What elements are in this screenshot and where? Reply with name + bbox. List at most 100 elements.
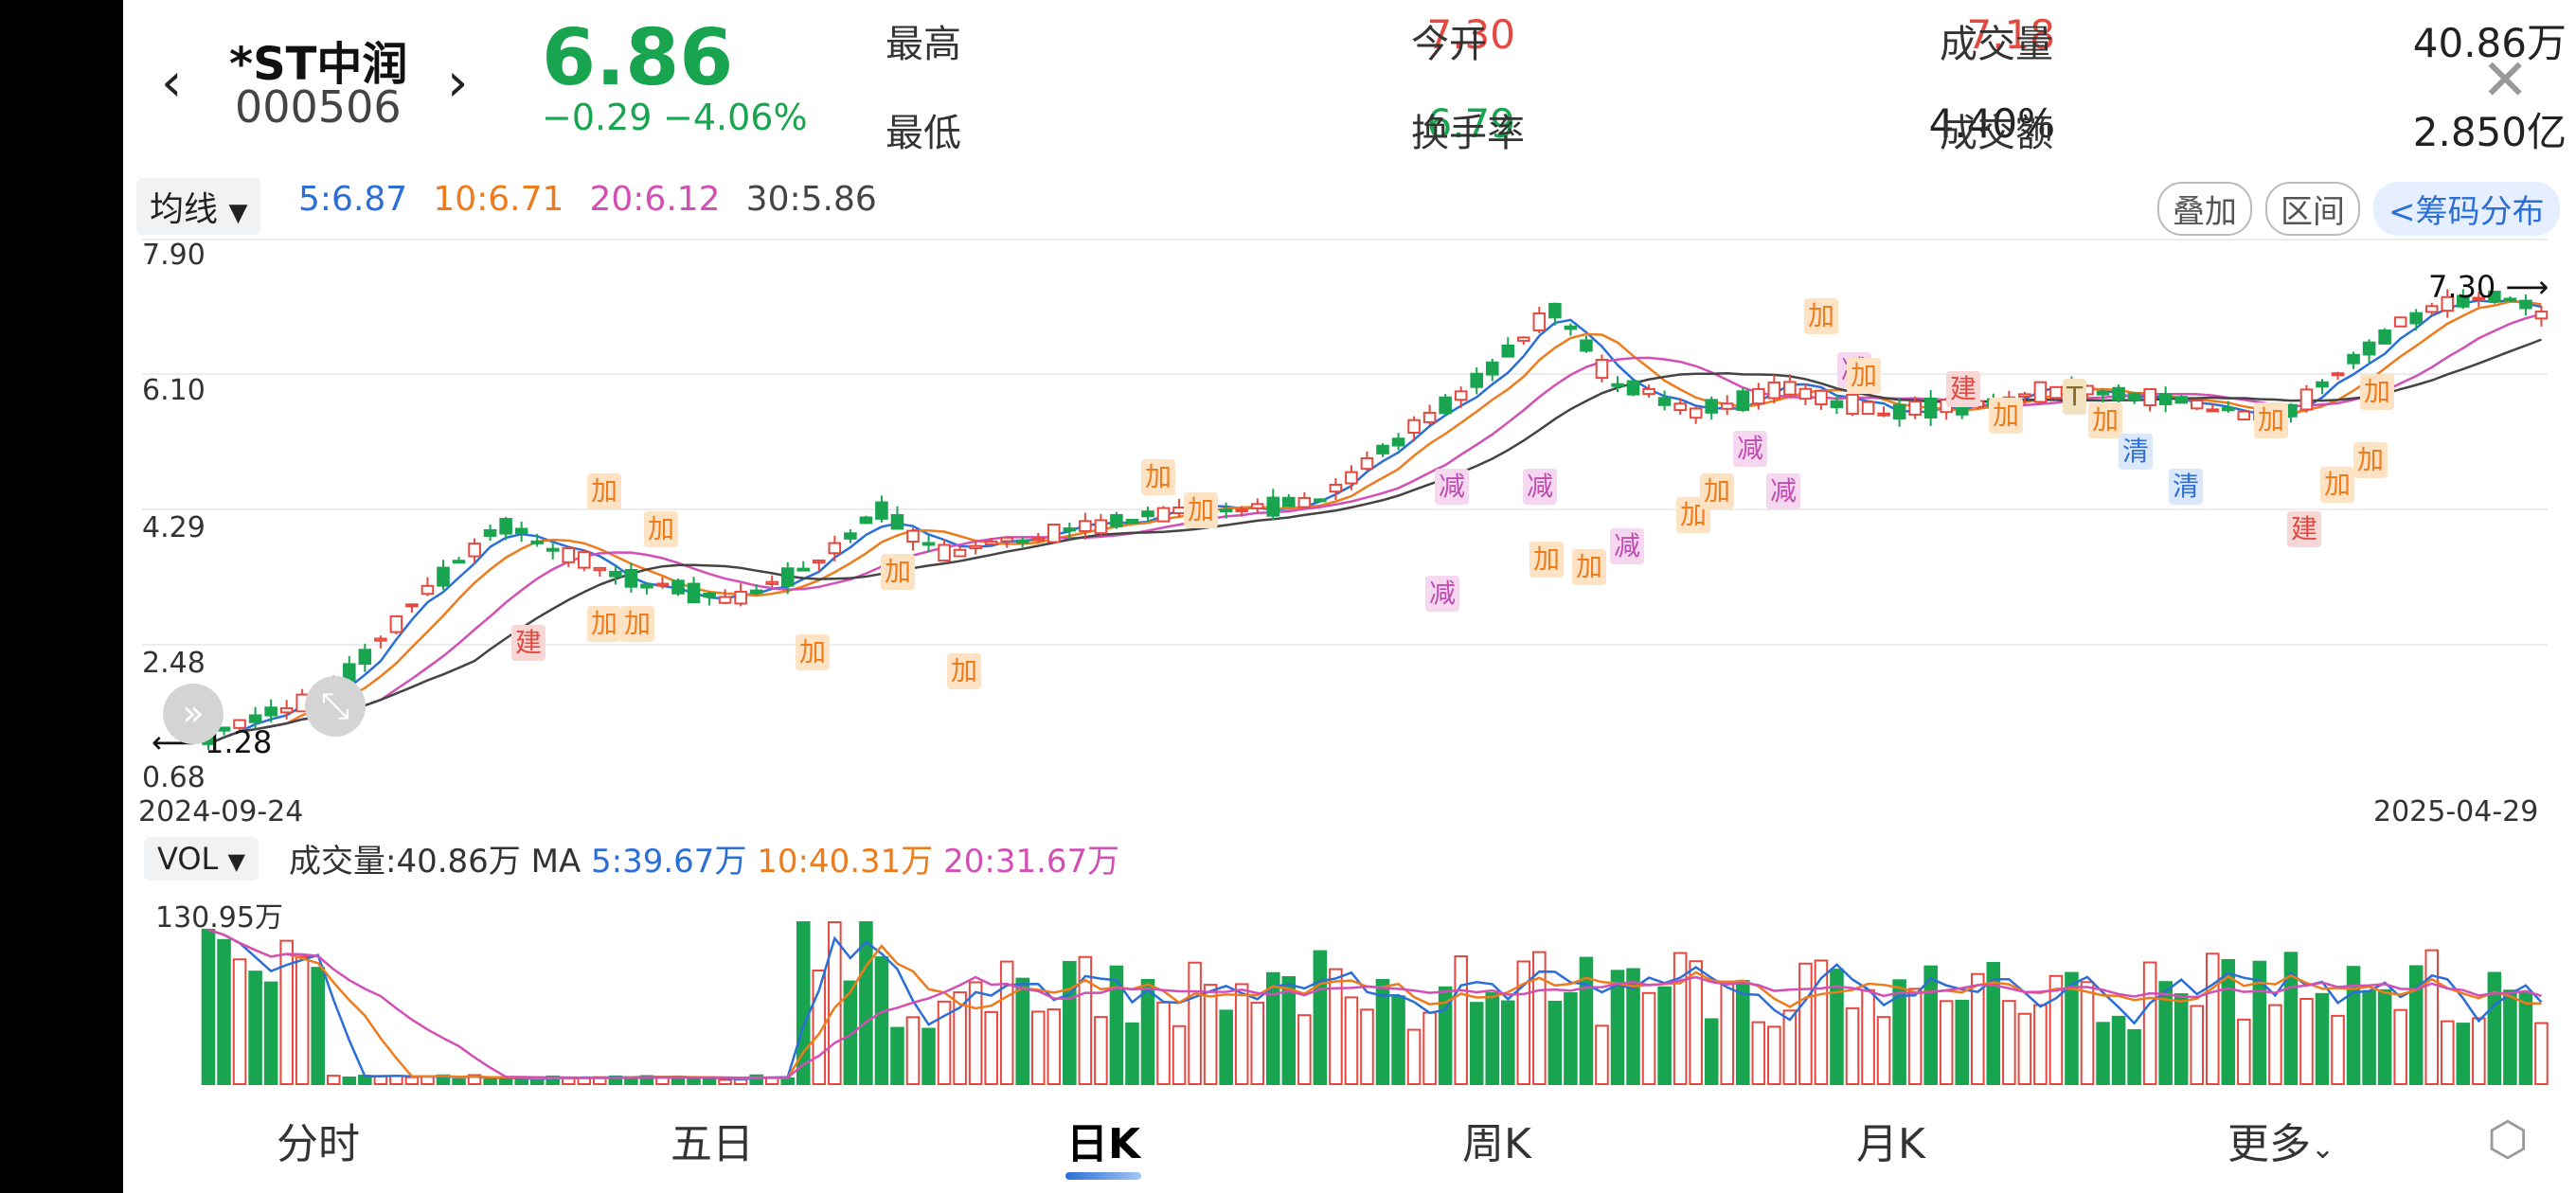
hexagon-settings-icon[interactable]: ⬡ xyxy=(2487,1112,2529,1166)
volume-bar xyxy=(2393,1008,2407,1085)
volume-bar xyxy=(452,1077,466,1086)
volume-bar xyxy=(1109,965,1124,1085)
trade-marker-tag[interactable]: 加 xyxy=(2320,467,2355,503)
trade-marker-tag[interactable]: 加 xyxy=(1989,398,2024,434)
candle xyxy=(1250,503,1264,509)
candle xyxy=(1297,496,1312,508)
volume-bar xyxy=(263,981,278,1085)
volume-bar xyxy=(389,1075,403,1085)
close-icon[interactable]: ✕ xyxy=(2481,47,2530,114)
candle xyxy=(2488,291,2501,303)
volume-bar xyxy=(2158,981,2173,1085)
candle xyxy=(468,543,481,558)
tab-intraday[interactable]: 分时 xyxy=(277,1120,360,1168)
trade-marker-tag[interactable]: 加 xyxy=(1530,542,1565,578)
trade-marker-tag[interactable]: 加 xyxy=(620,606,655,642)
current-price: 6.86 xyxy=(542,13,734,103)
trade-marker-tag[interactable]: 加 xyxy=(1572,549,1607,585)
trade-marker-tag[interactable]: 清 xyxy=(2169,469,2204,505)
candle xyxy=(1642,387,1655,396)
volume-bar xyxy=(1532,951,1547,1085)
tab-more[interactable]: 更多⌄ xyxy=(2227,1120,2335,1168)
chart-grid xyxy=(142,239,2548,646)
candle xyxy=(2222,407,2235,412)
volume-bar xyxy=(1955,999,1970,1085)
tab-five-day[interactable]: 五日 xyxy=(671,1120,754,1168)
trade-marker-tag[interactable]: 加 xyxy=(1184,492,1219,528)
trade-marker-tag[interactable]: 减 xyxy=(1610,528,1645,564)
volume-bar xyxy=(2080,981,2095,1085)
forward-arrow-icon[interactable]: › xyxy=(447,52,469,114)
trade-marker-tag[interactable]: 加 xyxy=(796,634,831,670)
trade-marker-tag[interactable]: 建 xyxy=(511,625,546,661)
trade-marker-tag[interactable]: 加 xyxy=(587,606,622,642)
volume-bar xyxy=(1030,1010,1046,1086)
candle xyxy=(546,547,560,552)
trade-marker-tag[interactable]: 加 xyxy=(947,653,982,689)
volume-bar xyxy=(1595,1024,1609,1086)
volume-bar xyxy=(1798,962,1813,1085)
tab-daily-k[interactable]: 日K xyxy=(1066,1120,1141,1168)
trade-marker-tag[interactable]: 加 xyxy=(1700,473,1735,509)
trade-marker-tag[interactable]: 加 xyxy=(1676,497,1711,533)
trade-marker-tag[interactable]: 减 xyxy=(1733,431,1768,467)
overlay-button[interactable]: 叠加 xyxy=(2157,182,2252,236)
candle xyxy=(2316,381,2329,388)
trade-marker-tag[interactable]: 加 xyxy=(2088,402,2123,438)
volume-bar xyxy=(1970,972,1985,1085)
stat-value-low: 6.79 xyxy=(1426,100,1515,147)
trade-marker-tag[interactable]: 加 xyxy=(587,473,622,509)
trade-marker-tag[interactable]: 减 xyxy=(1425,576,1460,612)
trade-marker-tag[interactable]: 减 xyxy=(1766,473,1801,509)
volume-bar xyxy=(1720,980,1735,1085)
volume-bar xyxy=(1063,960,1077,1085)
trade-marker-tag[interactable]: 加 xyxy=(2353,442,2388,478)
candle xyxy=(1063,527,1077,532)
trade-marker-tag[interactable]: 加 xyxy=(1141,459,1176,495)
volume-chart[interactable] xyxy=(123,885,2576,1089)
stat-value-volume: 40.86万 xyxy=(2412,20,2567,66)
ma-selector-dropdown[interactable]: 均线 ▼ xyxy=(136,178,261,235)
volume-bar xyxy=(796,921,811,1085)
trade-marker-tag[interactable]: 建 xyxy=(1946,371,1981,407)
volume-bar xyxy=(1814,959,1829,1085)
trade-marker-tag[interactable]: 清 xyxy=(2119,434,2154,470)
range-button[interactable]: 区间 xyxy=(2265,182,2360,236)
vol-selector-dropdown[interactable]: VOL ▼ xyxy=(144,837,259,881)
scroll-left-button[interactable]: » xyxy=(163,684,224,744)
volume-bar xyxy=(1704,1018,1719,1086)
trade-marker-tag[interactable]: 加 xyxy=(644,511,679,547)
trade-marker-tag[interactable]: 加 xyxy=(1804,298,1839,334)
kline-chart[interactable] xyxy=(123,237,2576,795)
candle xyxy=(1031,537,1046,542)
back-arrow-icon[interactable]: ‹ xyxy=(161,52,183,114)
trade-marker-tag[interactable]: 建 xyxy=(2287,511,2322,547)
trade-marker-tag[interactable]: 加 xyxy=(881,554,916,590)
chip-distribution-button[interactable]: <筹码分布 xyxy=(2373,182,2560,236)
candle xyxy=(2096,390,2110,396)
volume-bar xyxy=(1579,956,1594,1085)
ma-line xyxy=(207,298,2542,746)
trade-marker-tag[interactable]: 加 xyxy=(1847,358,1882,394)
trade-marker-tag[interactable]: T xyxy=(2063,379,2087,415)
candle xyxy=(609,570,622,578)
volume-bar xyxy=(2503,989,2517,1085)
tab-monthly-k[interactable]: 月K xyxy=(1856,1120,1925,1168)
volume-bar xyxy=(2518,991,2533,1085)
volume-bar xyxy=(1313,950,1328,1085)
tab-weekly-k[interactable]: 周K xyxy=(1462,1120,1531,1168)
volume-bar xyxy=(1015,977,1030,1085)
collapse-chart-button[interactable]: ⤡ xyxy=(305,676,366,737)
candle xyxy=(2519,299,2532,310)
trade-marker-tag[interactable]: 减 xyxy=(1435,469,1470,505)
stat-value-high: 7.30 xyxy=(1426,11,1515,58)
trade-marker-tag[interactable]: 减 xyxy=(1523,469,1558,505)
trade-marker-tag[interactable]: 加 xyxy=(2254,402,2289,438)
vol-ma20: 20:31.67万 xyxy=(943,843,1120,881)
stat-value-open: 7.18 xyxy=(1966,11,2055,58)
candle xyxy=(671,579,685,595)
volume-bar xyxy=(2017,1012,2032,1086)
trade-marker-tag[interactable]: 加 xyxy=(2360,374,2395,410)
candle xyxy=(2190,399,2204,410)
volume-bar xyxy=(921,1027,936,1086)
